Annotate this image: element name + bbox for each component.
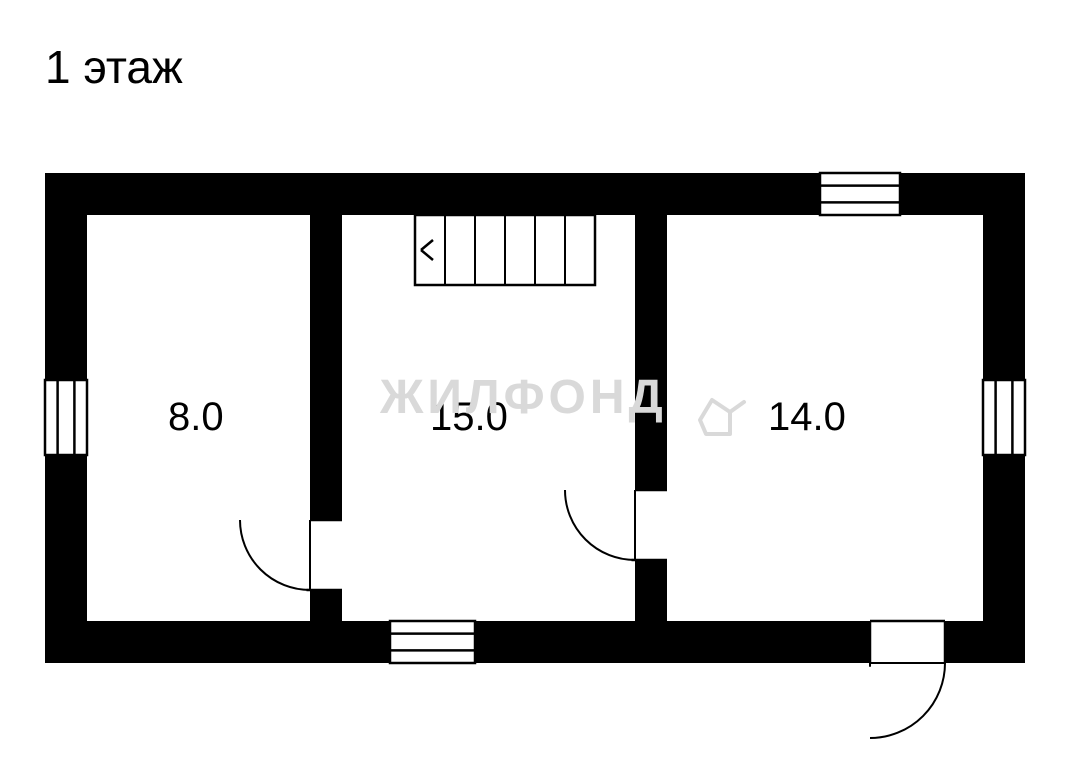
room-area-label: 15.0 <box>430 395 508 439</box>
room-area-label: 14.0 <box>768 395 846 439</box>
floorplan-drawing: 8.0 15.0 14.0 <box>0 0 1065 774</box>
room-area-label: 8.0 <box>168 395 224 439</box>
